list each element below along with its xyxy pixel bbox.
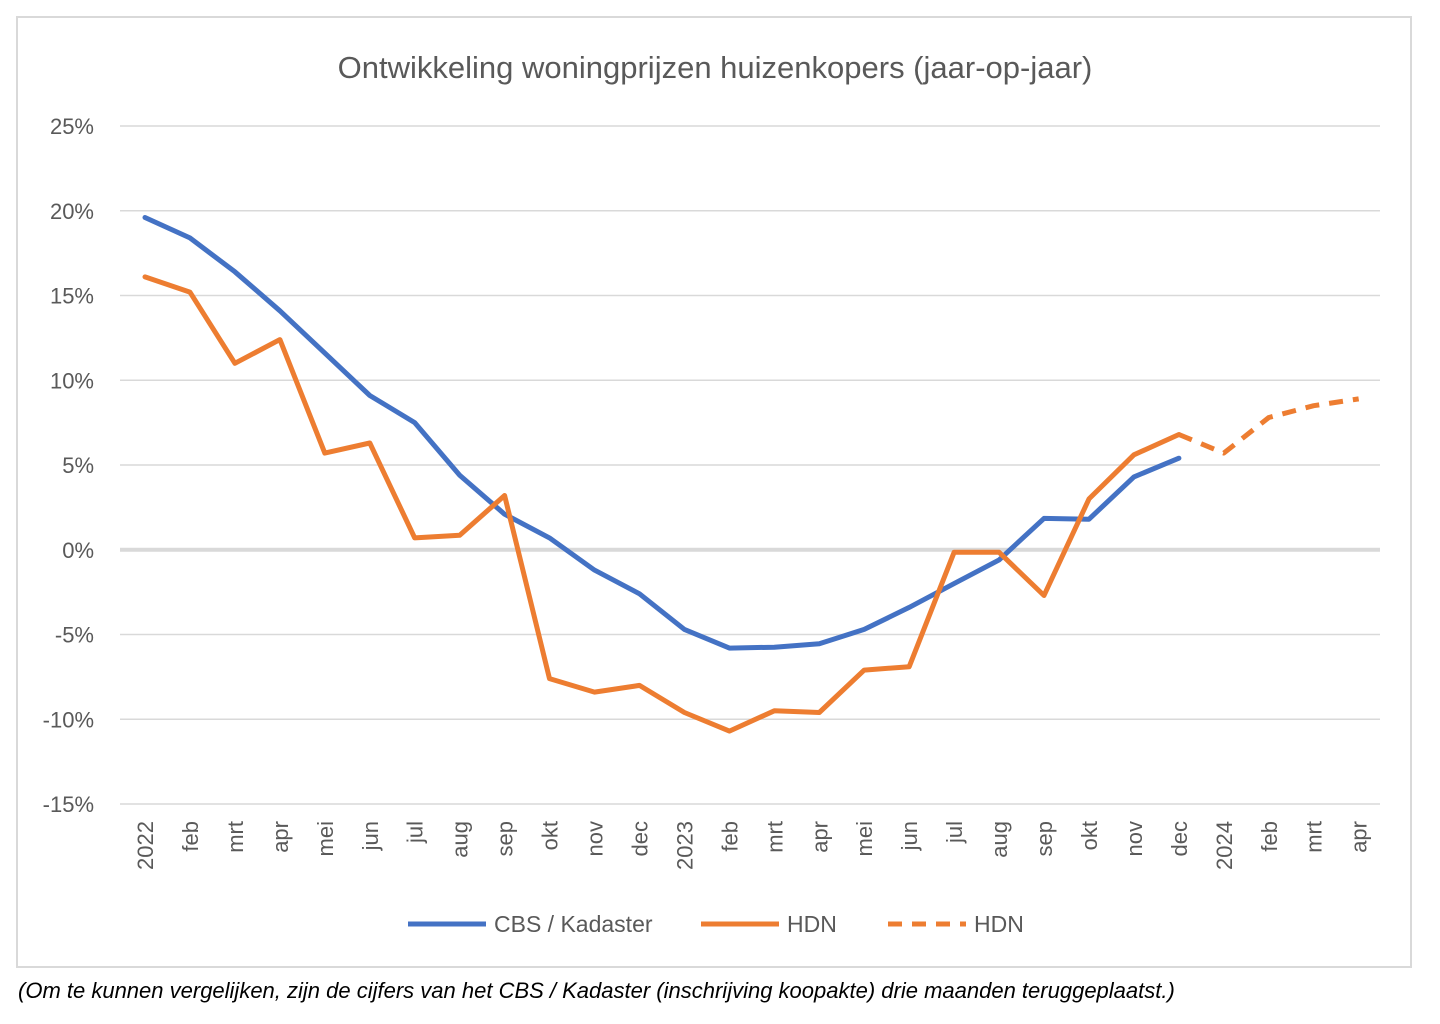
y-tick-label: -15% — [43, 792, 94, 817]
y-axis-tick-labels: 25% 20% 15% 10% 5% 0% -5% -10% -15% — [43, 114, 94, 817]
x-tick-label: feb — [178, 821, 203, 852]
legend-label: CBS / Kadaster — [494, 911, 653, 937]
x-tick-label: dec — [1167, 821, 1192, 856]
x-tick-label: nov — [583, 821, 608, 856]
x-tick-label: 2023 — [672, 821, 697, 870]
x-tick-label: aug — [987, 821, 1012, 858]
x-tick-label: mrt — [223, 821, 248, 853]
y-tick-label: 10% — [50, 368, 94, 393]
y-tick-label: -10% — [43, 707, 94, 732]
x-tick-label: sep — [493, 821, 518, 856]
x-tick-label: feb — [1257, 821, 1282, 852]
x-tick-label: apr — [1347, 821, 1372, 853]
legend-label: HDN — [974, 911, 1024, 937]
legend-label: HDN — [787, 911, 837, 937]
x-tick-label: sep — [1032, 821, 1057, 856]
x-tick-label: apr — [807, 821, 832, 853]
x-tick-label: okt — [538, 821, 563, 850]
x-tick-label: jul — [403, 821, 428, 844]
x-tick-label: okt — [1077, 821, 1102, 850]
x-tick-label: apr — [268, 821, 293, 853]
chart-frame: Ontwikkeling woningprijzen huizenkopers … — [16, 16, 1412, 968]
chart-caption: (Om te kunnen vergelijken, zijn de cijfe… — [18, 978, 1175, 1003]
x-tick-label: 2024 — [1212, 821, 1237, 870]
y-tick-label: 15% — [50, 284, 94, 309]
series-line-hdn — [142, 274, 1182, 734]
x-tick-label: mei — [313, 821, 338, 856]
x-tick-label: feb — [717, 821, 742, 852]
x-tick-label: 2022 — [133, 821, 158, 870]
x-tick-label: aug — [448, 821, 473, 858]
y-tick-label: 0% — [62, 538, 94, 563]
x-tick-label: jun — [358, 821, 383, 851]
series-line-cbs-kadaster — [142, 215, 1182, 651]
y-tick-label: 5% — [62, 453, 94, 478]
chart-title: Ontwikkeling woningprijzen huizenkopers … — [338, 50, 1093, 85]
chart-svg: Ontwikkeling woningprijzen huizenkopers … — [43, 50, 1380, 937]
y-tick-label: 25% — [50, 114, 94, 139]
x-tick-label: dec — [627, 821, 652, 856]
x-tick-label: jun — [897, 821, 922, 851]
x-tick-label: mei — [852, 821, 877, 856]
x-tick-label: jul — [942, 821, 967, 844]
y-tick-label: -5% — [55, 623, 94, 648]
x-axis-tick-labels: 2022 feb mrt apr mei jun jul aug sep okt nov dec 202… — [133, 821, 1372, 870]
series-layer — [142, 215, 1360, 734]
grid-layer — [120, 125, 1380, 805]
x-tick-label: nov — [1122, 821, 1147, 856]
x-tick-label: mrt — [1302, 821, 1327, 853]
y-tick-label: 20% — [50, 199, 94, 224]
x-tick-label: mrt — [762, 821, 787, 853]
legend: CBS / Kadaster HDN HDN — [408, 911, 1024, 937]
series-line-hdn-dashed — [1177, 396, 1360, 456]
